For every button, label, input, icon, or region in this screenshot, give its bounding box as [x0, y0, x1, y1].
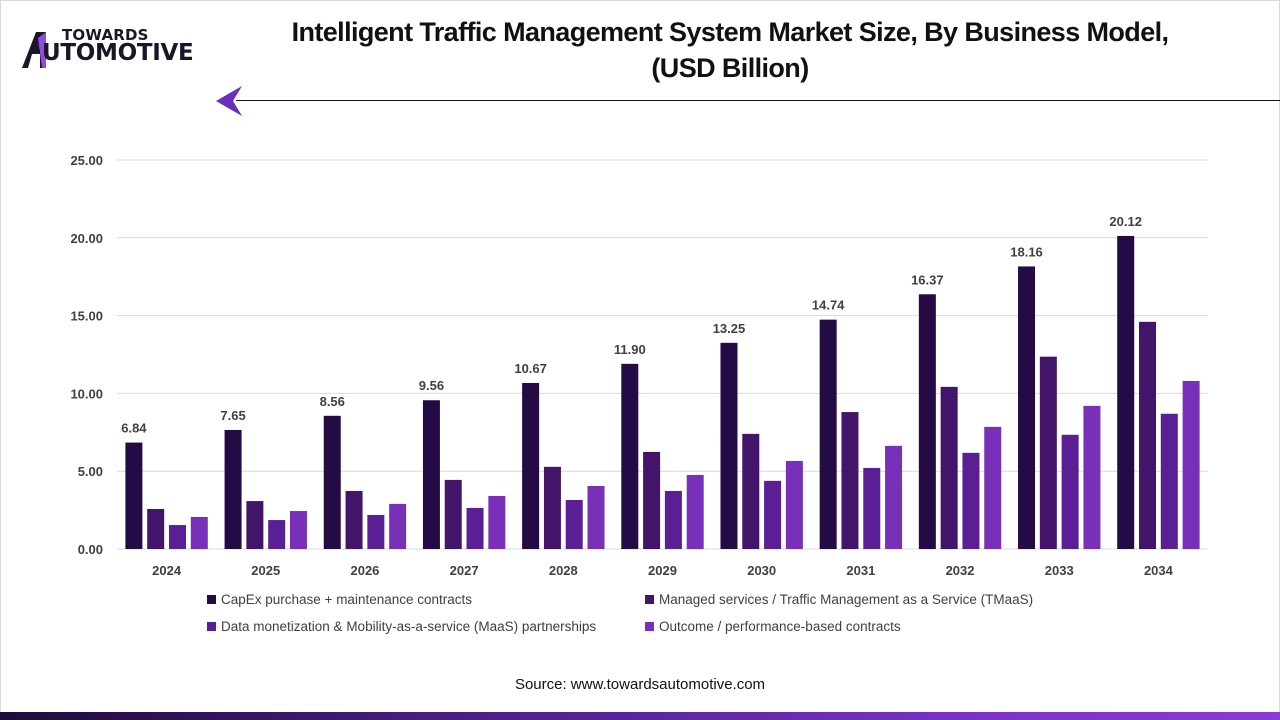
bar	[224, 429, 242, 549]
bar	[621, 363, 639, 549]
bar	[367, 514, 385, 549]
legend-label: CapEx purchase + maintenance contracts	[221, 592, 473, 607]
bar	[1039, 356, 1057, 549]
bar	[1117, 235, 1135, 549]
legend-label: Data monetization & Mobility-as-a-servic…	[221, 619, 597, 634]
bar	[785, 460, 803, 549]
y-tick-label: 0.00	[78, 542, 103, 557]
bar	[863, 467, 881, 549]
chart-title-line1: Intelligent Traffic Management System Ma…	[291, 17, 1169, 47]
bar	[345, 490, 363, 549]
bar	[1160, 413, 1178, 549]
data-label: 14.74	[812, 298, 845, 313]
bar	[643, 451, 661, 549]
x-tick-label: 2032	[946, 563, 975, 578]
legend-label: Outcome / performance-based contracts	[659, 619, 901, 634]
x-tick-label: 2033	[1045, 563, 1074, 578]
bar	[1061, 434, 1079, 549]
bar	[522, 382, 540, 549]
bar	[168, 525, 186, 549]
bar	[565, 499, 583, 549]
legend-label: Managed services / Traffic Management as…	[659, 592, 1034, 607]
bar	[664, 490, 682, 549]
bar	[1182, 380, 1200, 549]
bar	[1139, 321, 1157, 549]
bar	[918, 294, 936, 549]
bar	[962, 452, 980, 549]
legend-item-tmaas: Managed services / Traffic Management as…	[645, 592, 1033, 607]
bar	[125, 442, 143, 549]
x-tick-label: 2027	[450, 563, 479, 578]
data-label: 7.65	[220, 408, 245, 423]
brand-logo: TOWARDS UTOMOTIVE	[20, 26, 225, 72]
bar	[841, 412, 859, 549]
data-label: 9.56	[419, 378, 444, 393]
bar	[819, 319, 837, 549]
bar	[190, 516, 208, 549]
bar	[742, 433, 760, 549]
title-divider	[236, 100, 1280, 101]
bar	[720, 342, 738, 549]
y-tick-label: 20.00	[70, 231, 103, 246]
chart-title-line2: (USD Billion)	[651, 53, 809, 83]
data-label: 6.84	[121, 421, 147, 436]
legend-swatch	[207, 622, 216, 631]
left-arrow-icon	[216, 86, 242, 116]
brand-name-line2: UTOMOTIVE	[42, 40, 194, 66]
bar	[543, 466, 561, 549]
data-label: 20.12	[1109, 214, 1142, 229]
bar	[246, 501, 264, 549]
bar	[268, 520, 286, 549]
brand-name-line1: TOWARDS	[62, 26, 149, 44]
x-tick-label: 2029	[648, 563, 677, 578]
bar	[289, 511, 307, 549]
bar	[984, 426, 1002, 549]
data-label: 13.25	[713, 321, 746, 336]
data-label: 8.56	[320, 394, 345, 409]
legend-swatch	[207, 595, 216, 604]
towards-automotive-logo-icon	[22, 32, 46, 68]
data-label: 10.67	[514, 361, 547, 376]
bar	[389, 503, 407, 549]
legend-swatch	[645, 622, 654, 631]
legend-item-capex: CapEx purchase + maintenance contracts	[207, 592, 472, 607]
y-tick-label: 5.00	[78, 464, 103, 479]
chart-title: Intelligent Traffic Management System Ma…	[220, 14, 1240, 86]
bar	[1083, 405, 1101, 549]
legend-item-outcome: Outcome / performance-based contracts	[645, 619, 901, 634]
bar	[466, 507, 484, 549]
bar	[940, 386, 958, 549]
data-label: 18.16	[1010, 244, 1043, 259]
x-tick-label: 2034	[1144, 563, 1174, 578]
data-label: 16.37	[911, 272, 944, 287]
x-tick-label: 2028	[549, 563, 578, 578]
x-tick-label: 2031	[846, 563, 875, 578]
bar	[885, 445, 903, 549]
y-tick-label: 25.00	[70, 153, 103, 168]
data-label: 11.90	[614, 342, 646, 357]
bar	[422, 400, 440, 549]
bar	[323, 415, 341, 549]
legend-item-maas: Data monetization & Mobility-as-a-servic…	[207, 619, 596, 634]
bar	[764, 480, 782, 549]
bar	[686, 474, 704, 549]
source-note: Source: www.towardsautomotive.com	[514, 676, 766, 693]
y-tick-label: 10.00	[70, 386, 103, 401]
bottom-accent-bar	[0, 712, 1280, 720]
bar	[147, 509, 165, 549]
x-tick-label: 2026	[350, 563, 379, 578]
y-tick-label: 15.00	[70, 309, 103, 324]
x-tick-label: 2030	[747, 563, 776, 578]
x-tick-label: 2025	[251, 563, 280, 578]
bar	[444, 479, 462, 549]
x-tick-label: 2024	[152, 563, 182, 578]
legend-swatch	[645, 595, 654, 604]
bar	[1018, 266, 1036, 549]
bar	[587, 485, 605, 549]
bar	[488, 495, 506, 549]
